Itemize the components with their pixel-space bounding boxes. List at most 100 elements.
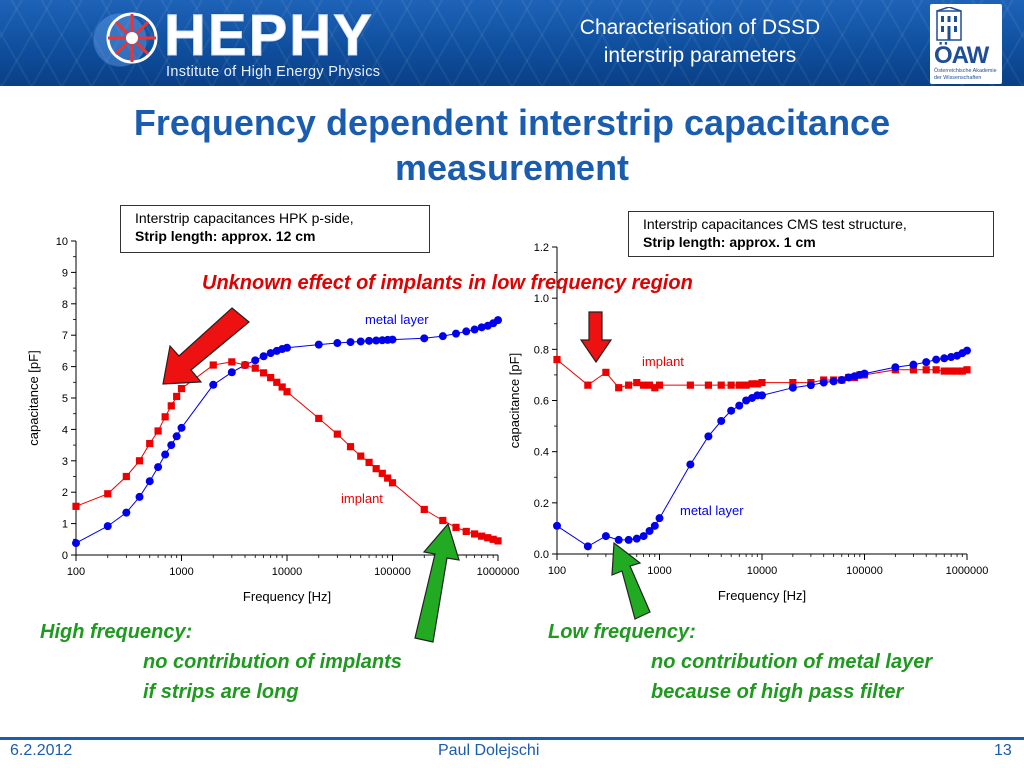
- data-point: [639, 532, 648, 541]
- left-caption-line2: Strip length: approx. 12 cm: [135, 228, 316, 244]
- x-tick-label: 1000: [647, 565, 671, 577]
- data-point: [384, 474, 392, 482]
- footer-date: 6.2.2012: [10, 742, 73, 759]
- oaw-subtitle-line1: Österreichische Akademie: [934, 68, 997, 74]
- data-point: [173, 392, 181, 401]
- red-arrow-down-icon: [579, 311, 613, 364]
- left-note-title: High frequency:: [40, 621, 193, 643]
- data-point: [104, 490, 112, 498]
- right-note-line1: no contribution of metal layer: [651, 651, 933, 673]
- data-point: [844, 373, 853, 382]
- data-point: [227, 368, 236, 377]
- data-point: [602, 368, 610, 376]
- data-point: [640, 381, 648, 389]
- data-point: [940, 367, 948, 375]
- data-point: [789, 378, 797, 387]
- y-tick-label: 8: [62, 299, 68, 311]
- data-point: [932, 355, 941, 364]
- data-point: [727, 406, 736, 415]
- oaw-logo: ÖAW Österreichische Akademie der Wissens…: [930, 4, 1002, 84]
- data-point: [947, 367, 955, 375]
- data-point: [686, 381, 694, 389]
- data-point: [632, 534, 641, 543]
- data-point: [273, 378, 281, 386]
- data-point: [154, 427, 162, 435]
- data-point: [615, 384, 623, 392]
- data-point: [365, 458, 373, 466]
- data-point: [494, 537, 502, 545]
- left-chart-caption: Interstrip capacitances HPK p-side, Stri…: [120, 205, 430, 253]
- data-point: [462, 327, 471, 336]
- data-point: [283, 388, 291, 396]
- data-point: [891, 363, 900, 372]
- left-caption-line1: Interstrip capacitances HPK p-side,: [135, 210, 354, 226]
- data-point: [439, 516, 447, 525]
- data-point: [259, 352, 268, 361]
- data-point: [161, 413, 169, 421]
- data-point: [753, 380, 761, 388]
- footer-page-number: 13: [994, 742, 1012, 759]
- y-axis-label: capacitance [pF]: [507, 353, 522, 448]
- x-tick-label: 10000: [747, 565, 778, 577]
- data-point: [372, 336, 381, 345]
- y-tick-label: 7: [62, 330, 68, 342]
- y-tick-label: 0.4: [534, 447, 549, 459]
- y-tick-label: 0.8: [534, 344, 549, 356]
- right-chart-caption: Interstrip capacitances CMS test structu…: [628, 211, 994, 257]
- data-point: [452, 523, 460, 531]
- data-point: [614, 535, 623, 544]
- red-arrow-left-icon: [162, 307, 250, 385]
- data-point: [963, 346, 971, 355]
- data-point: [553, 521, 561, 530]
- data-point: [278, 383, 286, 391]
- data-point: [829, 377, 838, 386]
- y-tick-label: 0.0: [534, 549, 549, 561]
- series-label: metal layer: [365, 312, 429, 327]
- data-point: [758, 378, 766, 387]
- data-point: [655, 381, 664, 389]
- data-point: [633, 378, 641, 387]
- y-tick-label: 1.0: [534, 293, 549, 305]
- header-title: Characterisation of DSSD interstrip para…: [520, 14, 880, 70]
- footer-author: Paul Dolejschi: [438, 742, 540, 759]
- x-tick-label: 1000000: [946, 565, 989, 577]
- data-point: [333, 339, 342, 348]
- data-point: [704, 381, 713, 389]
- data-point: [788, 383, 797, 392]
- data-point: [388, 479, 397, 487]
- y-axis-label: capacitance [pF]: [26, 350, 41, 445]
- data-point: [145, 477, 154, 486]
- data-point: [315, 414, 323, 423]
- data-point: [259, 369, 268, 377]
- data-point: [735, 381, 743, 389]
- data-point: [494, 316, 502, 325]
- data-point: [172, 432, 181, 441]
- data-point: [438, 332, 447, 341]
- data-point: [72, 502, 80, 510]
- y-tick-label: 3: [62, 456, 68, 468]
- data-point: [484, 534, 492, 542]
- data-point: [333, 430, 341, 438]
- hephy-emblem-icon: [106, 12, 158, 64]
- header-title-line2: interstrip parameters: [603, 44, 797, 67]
- data-point: [806, 381, 815, 390]
- data-point: [146, 439, 154, 448]
- data-point: [314, 340, 323, 349]
- data-point: [932, 366, 940, 374]
- right-caption-line1: Interstrip capacitances CMS test structu…: [643, 216, 907, 232]
- data-point: [650, 521, 659, 530]
- data-point: [470, 325, 479, 334]
- data-point: [819, 378, 828, 387]
- right-caption-line2: Strip length: approx. 1 cm: [643, 234, 816, 250]
- data-point: [372, 465, 380, 473]
- data-point: [251, 364, 259, 372]
- oaw-subtitle: Österreichische Akademie der Wissenschaf…: [934, 68, 1002, 81]
- data-point: [837, 376, 846, 385]
- data-point: [963, 366, 971, 374]
- data-point: [953, 367, 961, 375]
- data-point: [727, 381, 735, 389]
- data-point: [742, 381, 750, 389]
- data-point: [462, 527, 470, 536]
- oaw-subtitle-line2: der Wissenschaften: [934, 74, 982, 81]
